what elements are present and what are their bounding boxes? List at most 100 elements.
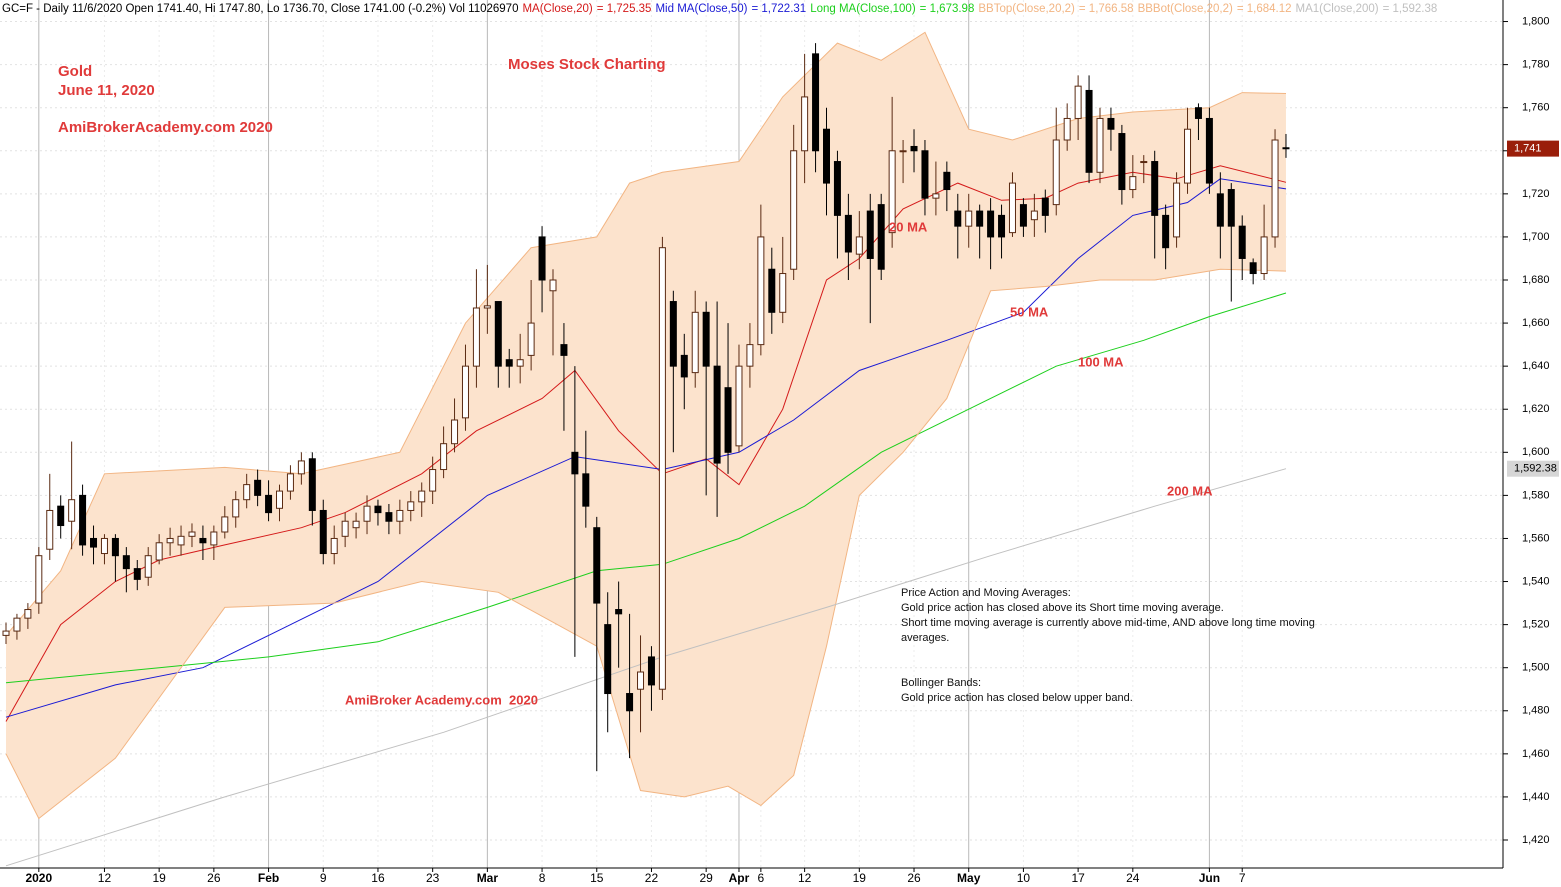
x-tick-label: 9	[320, 871, 327, 885]
candle-body	[1074, 85, 1082, 119]
y-tick-label: 1,480	[1522, 705, 1550, 717]
x-tick-label: 19	[152, 871, 166, 885]
annotation: Moses Stock Charting	[508, 56, 666, 73]
candle-body	[418, 490, 426, 503]
candle-body	[746, 344, 754, 367]
y-tick-label: 1,620	[1522, 403, 1550, 415]
candle-body	[899, 150, 907, 153]
candle-body	[1085, 89, 1093, 173]
candle-body	[155, 542, 163, 561]
candle-body	[265, 494, 273, 514]
candle-body	[1118, 133, 1126, 191]
y-tick-label: 1,780	[1522, 59, 1550, 71]
candle-body	[1041, 197, 1049, 216]
y-tick-label: 1,500	[1522, 662, 1550, 674]
candle-body	[243, 484, 251, 501]
x-tick-label: Apr	[729, 871, 750, 885]
candle-body	[57, 505, 65, 527]
x-tick-label: Mar	[477, 871, 499, 885]
candle-body	[998, 214, 1006, 238]
candle-body	[637, 671, 645, 690]
candle-body	[790, 150, 798, 270]
candle-body	[297, 460, 305, 475]
candle-body	[571, 451, 579, 475]
candle-body	[1238, 225, 1246, 259]
candle-body	[1140, 161, 1148, 164]
candle-body	[352, 520, 360, 529]
x-tick-label: 12	[98, 871, 112, 885]
candle-body	[582, 473, 590, 507]
bollinger-band-fill	[6, 32, 1286, 819]
legend-value: = 1,592.38	[1383, 3, 1438, 15]
note: Short time moving average is currently a…	[901, 617, 1315, 629]
candle-body	[1151, 161, 1159, 216]
x-tick-label: 29	[699, 871, 713, 885]
candle-body	[538, 236, 546, 281]
candle-body	[177, 535, 185, 546]
candle-body	[1063, 117, 1071, 141]
candle-body	[965, 210, 973, 227]
candle-body	[440, 443, 448, 471]
candle-body	[1096, 117, 1104, 173]
candle-body	[100, 537, 108, 555]
x-tick-label: 26	[907, 871, 921, 885]
candle-body	[833, 161, 841, 216]
legend-name: MA1(Close,200)	[1296, 3, 1379, 15]
annotation: June 11, 2020	[58, 82, 155, 99]
candle-body	[976, 210, 984, 227]
candle-body	[79, 494, 87, 546]
candle-body	[483, 305, 491, 309]
candle-body	[1249, 262, 1257, 275]
candle-body	[1162, 214, 1170, 249]
candle-body	[527, 322, 535, 356]
candle-body	[812, 53, 820, 152]
x-tick-label: 2020	[25, 871, 52, 885]
note: Bollinger Bands:	[901, 677, 981, 689]
candle-body	[647, 656, 655, 686]
price-tag-label: 1,741	[1514, 143, 1542, 155]
candle-body	[691, 311, 699, 374]
legend-value: = 1,673.98	[920, 3, 975, 15]
candle-body	[254, 479, 262, 496]
legend-value: = 1,722.31	[752, 3, 807, 15]
candle-body	[1019, 204, 1027, 227]
candle-body	[232, 499, 240, 518]
legend-name: Long MA(Close,100)	[810, 3, 916, 15]
candle-body	[713, 365, 721, 464]
candle-body	[1282, 147, 1290, 150]
legend-value: = 1,766.58	[1079, 3, 1134, 15]
candle-body	[669, 301, 677, 367]
candle-body	[308, 458, 316, 511]
candle-body	[133, 568, 141, 580]
x-tick-label: 16	[371, 871, 385, 885]
candle-body	[593, 527, 601, 604]
candle-body	[702, 311, 710, 367]
x-tick-label: 15	[590, 871, 604, 885]
candle-body	[221, 516, 229, 533]
indicator-line	[5, 468, 1287, 867]
candle-body	[877, 204, 885, 270]
x-tick-label: Jun	[1199, 871, 1220, 885]
x-tick-label: 17	[1071, 871, 1085, 885]
candle-body	[24, 609, 32, 619]
candle-body	[494, 301, 502, 367]
candle-body	[505, 359, 513, 367]
candle-body	[888, 150, 896, 234]
candle-body	[374, 505, 382, 514]
header: GC=F - Daily 11/6/2020 Open 1741.40, Hi …	[2, 3, 1437, 15]
candle-body	[122, 555, 130, 570]
candle-body	[319, 509, 327, 555]
y-tick-label: 1,580	[1522, 489, 1550, 501]
x-tick-label: 7	[1239, 871, 1246, 885]
candle-body	[90, 537, 98, 548]
candle-body	[768, 268, 776, 313]
indicator-line	[5, 178, 1287, 718]
candle-body	[735, 365, 743, 447]
candle-body	[866, 210, 874, 259]
x-tick-label: 22	[645, 871, 659, 885]
candle-body	[549, 279, 557, 292]
plot-area	[0, 0, 1503, 868]
candle-body	[1205, 117, 1213, 184]
legend-name: BBTop(Close,20,2)	[978, 3, 1075, 15]
